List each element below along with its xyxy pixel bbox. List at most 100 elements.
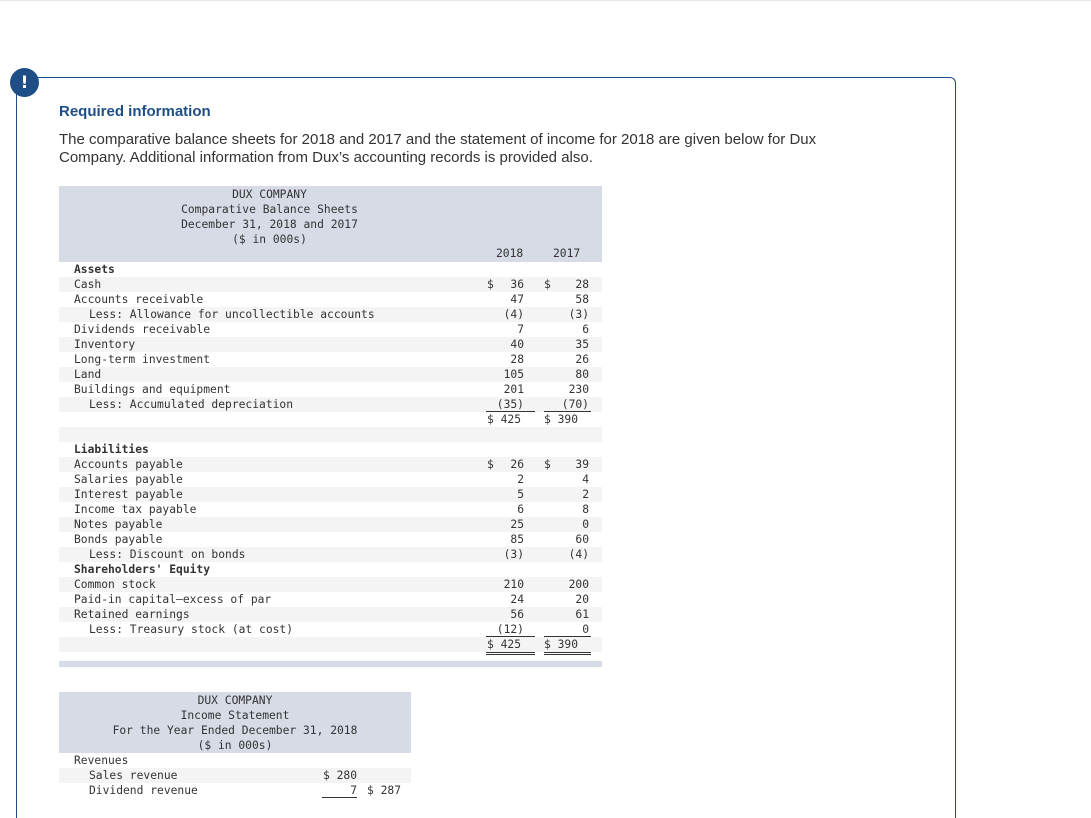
value-2017: 0 — [582, 623, 589, 636]
section-heading: Liabilities — [74, 443, 149, 456]
table-row: Accounts receivable 47 58 — [59, 292, 602, 307]
underline — [544, 411, 591, 412]
value-2018: 47 — [510, 293, 524, 306]
header-line: ($ in 000s) — [197, 739, 273, 752]
value-2018: 56 — [510, 608, 524, 621]
table-row: Dividends receivable 7 6 — [59, 322, 602, 337]
table-row: Dividend revenue 7 $ 287 — [59, 783, 411, 798]
value-2018: 7 — [517, 323, 524, 336]
value-2017: 60 — [575, 533, 589, 546]
section-heading-row: Liabilities — [59, 442, 602, 457]
double-underline — [544, 652, 591, 655]
income-statement-table: DUX COMPANY Income Statement For the Year … — [59, 692, 411, 798]
value-2017: 0 — [582, 518, 589, 531]
row-label: Dividends receivable — [74, 323, 211, 336]
row-label: Bonds payable — [74, 533, 163, 546]
exclamation-icon: ! — [10, 68, 39, 97]
total: $ 287 — [366, 784, 401, 797]
header-line: ($ in 000s) — [232, 233, 307, 246]
balance-sheet-header: DUX COMPANY Comparative Balance Sheets Dec… — [59, 186, 602, 262]
value-2018: 40 — [510, 338, 524, 351]
row-label: Sales revenue — [89, 769, 178, 782]
table-row: Inventory 40 35 — [59, 337, 602, 352]
top-divider — [0, 0, 1091, 1]
value-2017: 6 — [582, 323, 589, 336]
table-row: Income tax payable 6 8 — [59, 502, 602, 517]
value-2017: 26 — [575, 353, 589, 366]
value-2017: 2 — [582, 488, 589, 501]
table-row: Less: Discount on bonds (3) (4) — [59, 547, 602, 562]
balance-sheet-table: DUX COMPANY Comparative Balance Sheets Dec… — [59, 186, 602, 667]
value-2018: (12) — [496, 623, 524, 636]
table-row: Accounts payable $ $26 39 — [59, 457, 602, 472]
total-2017: $ 390 — [544, 638, 579, 651]
value-2017: 58 — [575, 293, 589, 306]
value-2018: 25 — [510, 518, 524, 531]
section-heading: Shareholders' Equity — [74, 563, 211, 576]
table-row: Paid-in capital—excess of par 24 20 — [59, 592, 602, 607]
value-2018: 24 — [510, 593, 524, 606]
table-row: Buildings and equipment 201 230 — [59, 382, 602, 397]
table-row: Notes payable 25 0 — [59, 517, 602, 532]
value-2018: 85 — [510, 533, 524, 546]
table-footer-bar — [59, 661, 602, 667]
value-2017: 8 — [582, 503, 589, 516]
value-2018: 201 — [503, 383, 524, 396]
header-line: December 31, 2018 and 2017 — [181, 218, 358, 231]
table-row: Long-term investment 28 26 — [59, 352, 602, 367]
table-row: Land 105 80 — [59, 367, 602, 382]
total-row: $ 425 $ 390 — [59, 637, 602, 655]
row-label: Interest payable — [74, 488, 183, 501]
value-2018: 36 — [510, 278, 524, 291]
table-row: Retained earnings 56 61 — [59, 607, 602, 622]
total-row: $ 425 $ 390 — [59, 412, 602, 430]
table-row: Bonds payable 85 60 — [59, 532, 602, 547]
row-label: Accounts payable — [74, 458, 183, 471]
table-row: Salaries payable 2 4 — [59, 472, 602, 487]
total-2018: $ 425 — [487, 638, 522, 651]
value-2017: 230 — [568, 383, 589, 396]
underline — [544, 636, 591, 637]
value-2018: (4) — [503, 308, 524, 321]
section-heading-row: Revenues — [59, 753, 411, 768]
value-2018: 28 — [510, 353, 524, 366]
amount: 7 — [350, 784, 357, 797]
header-line: Comparative Balance Sheets — [181, 203, 358, 216]
total-2018: $ 425 — [487, 413, 522, 426]
col-header-2018: 2018 — [496, 247, 524, 260]
underline — [486, 636, 535, 637]
amount: $ 280 — [322, 769, 357, 782]
table-row: Less: Accumulated depreciation (35) (70) — [59, 397, 602, 412]
row-label: Accounts receivable — [74, 293, 204, 306]
value-2017: 20 — [575, 593, 589, 606]
value-2017: 4 — [582, 473, 589, 486]
value-2017: 39 — [575, 458, 589, 471]
table-row: Less: Allowance for uncollectible accoun… — [59, 307, 602, 322]
header-line: DUX COMPANY — [232, 188, 307, 201]
value-2018: (3) — [503, 548, 524, 561]
underline — [486, 411, 535, 412]
section-heading: Revenues — [74, 754, 129, 767]
double-underline — [486, 652, 535, 655]
value-2017: 61 — [575, 608, 589, 621]
row-label: Paid-in capital—excess of par — [74, 593, 272, 606]
section-heading: Assets — [74, 263, 115, 276]
dollar-sign: $ — [544, 278, 551, 291]
value-2017: (70) — [561, 398, 589, 411]
row-label: Land — [74, 368, 102, 381]
row-label: Common stock — [74, 578, 156, 591]
row-label: Retained earnings — [74, 608, 190, 621]
row-label: Salaries payable — [74, 473, 183, 486]
value-2018: 105 — [503, 368, 524, 381]
underline — [322, 797, 357, 798]
table-row: Less: Treasury stock (at cost) (12) 0 — [59, 622, 602, 637]
value-2018: 26 — [510, 458, 524, 471]
table-row: Sales revenue $ 280 — [59, 768, 411, 783]
value-2017: 35 — [575, 338, 589, 351]
row-label: Notes payable — [74, 518, 163, 531]
value-2018: 6 — [517, 503, 524, 516]
row-label: Cash — [74, 278, 102, 291]
row-label: Less: Accumulated depreciation — [89, 398, 294, 411]
header-line: Income Statement — [180, 709, 290, 722]
row-label: Less: Allowance for uncollectible accoun… — [89, 308, 375, 321]
